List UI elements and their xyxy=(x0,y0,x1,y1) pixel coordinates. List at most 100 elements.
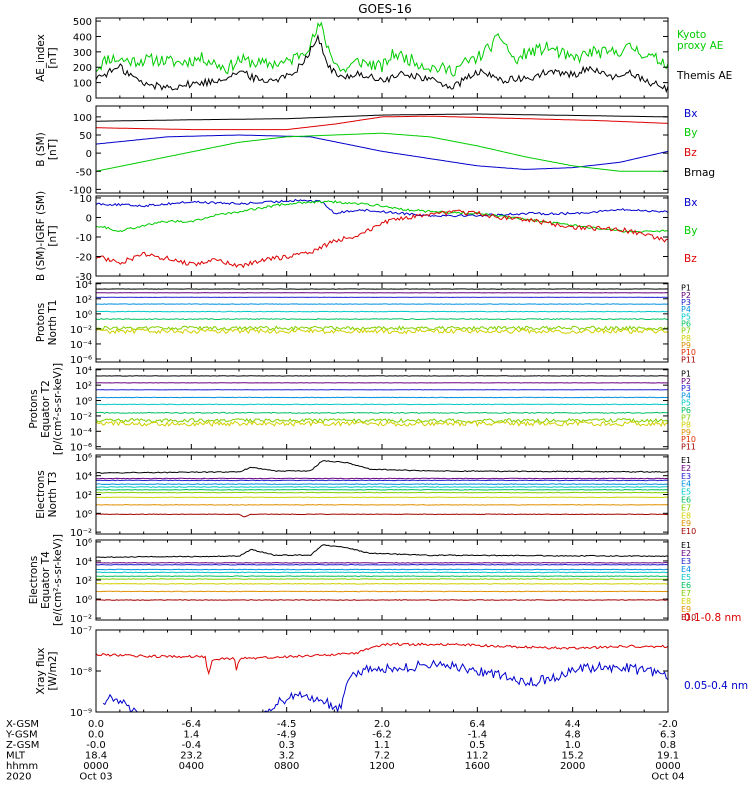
legend-item: P7 xyxy=(681,327,691,336)
y-tick-label: 10⁴ xyxy=(75,366,92,377)
series-enorth-e4 xyxy=(95,483,669,485)
ephemeris-value: 0.3 xyxy=(279,740,295,751)
legend-item: Themis AE xyxy=(676,70,732,82)
y-tick-label: 10⁴ xyxy=(75,472,92,483)
legend-item: E2 xyxy=(681,549,691,558)
ephemeris-value: -1.4 xyxy=(468,730,488,741)
ephemeris-value: Oct 04 xyxy=(651,772,684,783)
ephemeris-value: 0.8 xyxy=(660,740,676,751)
legend-item: E10 xyxy=(681,613,696,622)
series-enorth-e10 xyxy=(95,513,669,518)
series-peq-p6 xyxy=(96,411,669,414)
ephemeris-row-label: Y-GSM xyxy=(5,730,38,741)
legend-item: P6 xyxy=(681,406,691,415)
legend-item: E9 xyxy=(681,519,691,528)
y-tick-label: -50 xyxy=(76,167,92,178)
series-peq-p5 xyxy=(95,403,669,406)
legend-item: P5 xyxy=(681,399,691,408)
legend-item: P4 xyxy=(681,305,691,314)
panel-peq: 10⁻⁶ 10⁻⁴ 10⁻² 10⁰ 10² 10⁴ Protons Equator T2 [p… xyxy=(28,363,696,455)
panel-eeq: 10⁻² 10⁰ 10² 10⁴ 10⁶ Electrons Equator T4 [e/(c… xyxy=(28,534,696,626)
legend-xray: 0.1-0.8 nm 0.05-0.4 nm xyxy=(684,612,748,692)
y-axis-label: B (SM) xyxy=(35,132,47,166)
legend-item: P7 xyxy=(681,413,691,422)
y-tick-label: 300 xyxy=(73,48,92,59)
series-bdiff-bx xyxy=(95,198,669,218)
legend-item: proxy AE xyxy=(677,40,723,52)
y-axis-label: [nT] xyxy=(47,139,59,160)
legend-item: P3 xyxy=(681,384,691,393)
y-axis-label: North T1 xyxy=(47,300,59,346)
ephemeris-row-label: Z-GSM xyxy=(6,740,39,751)
y-tick-label: 10⁻⁶ xyxy=(70,355,92,366)
y-tick-label: 10⁶ xyxy=(75,453,92,464)
series-peq-p7 xyxy=(95,417,669,424)
y-tick-label: -30 xyxy=(76,272,92,283)
series-eeq-e4 xyxy=(96,568,669,571)
y-tick-label: 10² xyxy=(75,576,92,587)
panel-frame xyxy=(95,195,669,277)
ephemeris-value: 0.0 xyxy=(88,719,104,730)
y-tick-label: 10⁻² xyxy=(70,528,92,539)
series-ae-kyoto-proxy-ae xyxy=(95,21,669,77)
ephemeris-row-label: 2020 xyxy=(6,772,31,783)
legend-item: P10 xyxy=(681,435,696,444)
series-eeq-e8 xyxy=(95,582,668,585)
ephemeris-value: -4.5 xyxy=(277,719,297,730)
ephemeris-value: 15.2 xyxy=(562,751,584,762)
panel-pnorth: 10⁻⁶ 10⁻⁴ 10⁻² 10⁰ 10² 10⁴ Protons North T1 P1P2… xyxy=(35,280,696,366)
panel-frame xyxy=(95,282,669,363)
legend-item: E3 xyxy=(681,557,691,566)
ephemeris-value: 0.5 xyxy=(469,740,485,751)
legend-item: P1 xyxy=(681,284,691,293)
ephemeris-value: 7.2 xyxy=(374,751,390,762)
legend-item: E8 xyxy=(681,511,691,520)
y-tick-label: 0 xyxy=(86,94,92,105)
series-enorth-e6 xyxy=(95,488,669,491)
series-enorth-e1 xyxy=(95,460,669,474)
panel-frame xyxy=(95,539,669,621)
legend-item: E5 xyxy=(681,573,691,582)
y-tick-label: -10 xyxy=(76,233,92,244)
ephemeris-value: 0000 xyxy=(83,761,108,772)
y-tick-label: 10⁰ xyxy=(75,397,92,408)
ephemeris-value: 1.0 xyxy=(565,740,581,751)
legend-item: E1 xyxy=(681,541,691,550)
y-tick-label: 10² xyxy=(75,381,92,392)
ephemeris-value: 6.4 xyxy=(469,719,485,730)
series-bsm-by xyxy=(95,132,668,172)
y-tick-label: -20 xyxy=(76,252,92,263)
legend-item: By xyxy=(684,225,697,237)
series-enorth-e2 xyxy=(96,477,669,480)
series-pnorth-p5 xyxy=(95,310,669,313)
y-tick-label: 10⁻⁴ xyxy=(70,340,92,351)
y-tick-label: 10⁻² xyxy=(70,614,92,625)
legend-item: E1 xyxy=(681,456,691,465)
y-tick-label: 10⁻⁷ xyxy=(70,626,92,637)
legend-item: By xyxy=(684,127,697,139)
ephemeris-value: 2.0 xyxy=(374,719,390,730)
y-tick-label: -100 xyxy=(69,185,92,196)
y-tick-label: 10 xyxy=(79,194,92,205)
y-tick-label: 10⁴ xyxy=(75,280,92,291)
ephemeris-value: 1600 xyxy=(465,761,490,772)
legend-item: P11 xyxy=(681,442,696,451)
ephemeris-value: 1.4 xyxy=(183,730,199,741)
ephemeris-row-label: X-GSM xyxy=(6,719,39,730)
legend-item: P2 xyxy=(681,377,691,386)
ephemeris-value: Oct 03 xyxy=(79,772,112,783)
legend-item: P5 xyxy=(681,312,691,321)
panel-bdiff: -30 -20 -10 0 10 B (SM)-IGRF (SM) [nT] Bx By Bz xyxy=(35,191,697,283)
y-axis-label: Electrons xyxy=(35,470,47,519)
legend-item: Kyoto xyxy=(677,29,706,41)
ephemeris-value: -4.9 xyxy=(277,730,297,741)
series-bsm-brnag xyxy=(96,113,669,122)
y-axis-label: Electrons xyxy=(28,556,40,605)
series-ae-themis-ae xyxy=(95,33,669,94)
y-tick-label: 100 xyxy=(73,113,92,124)
